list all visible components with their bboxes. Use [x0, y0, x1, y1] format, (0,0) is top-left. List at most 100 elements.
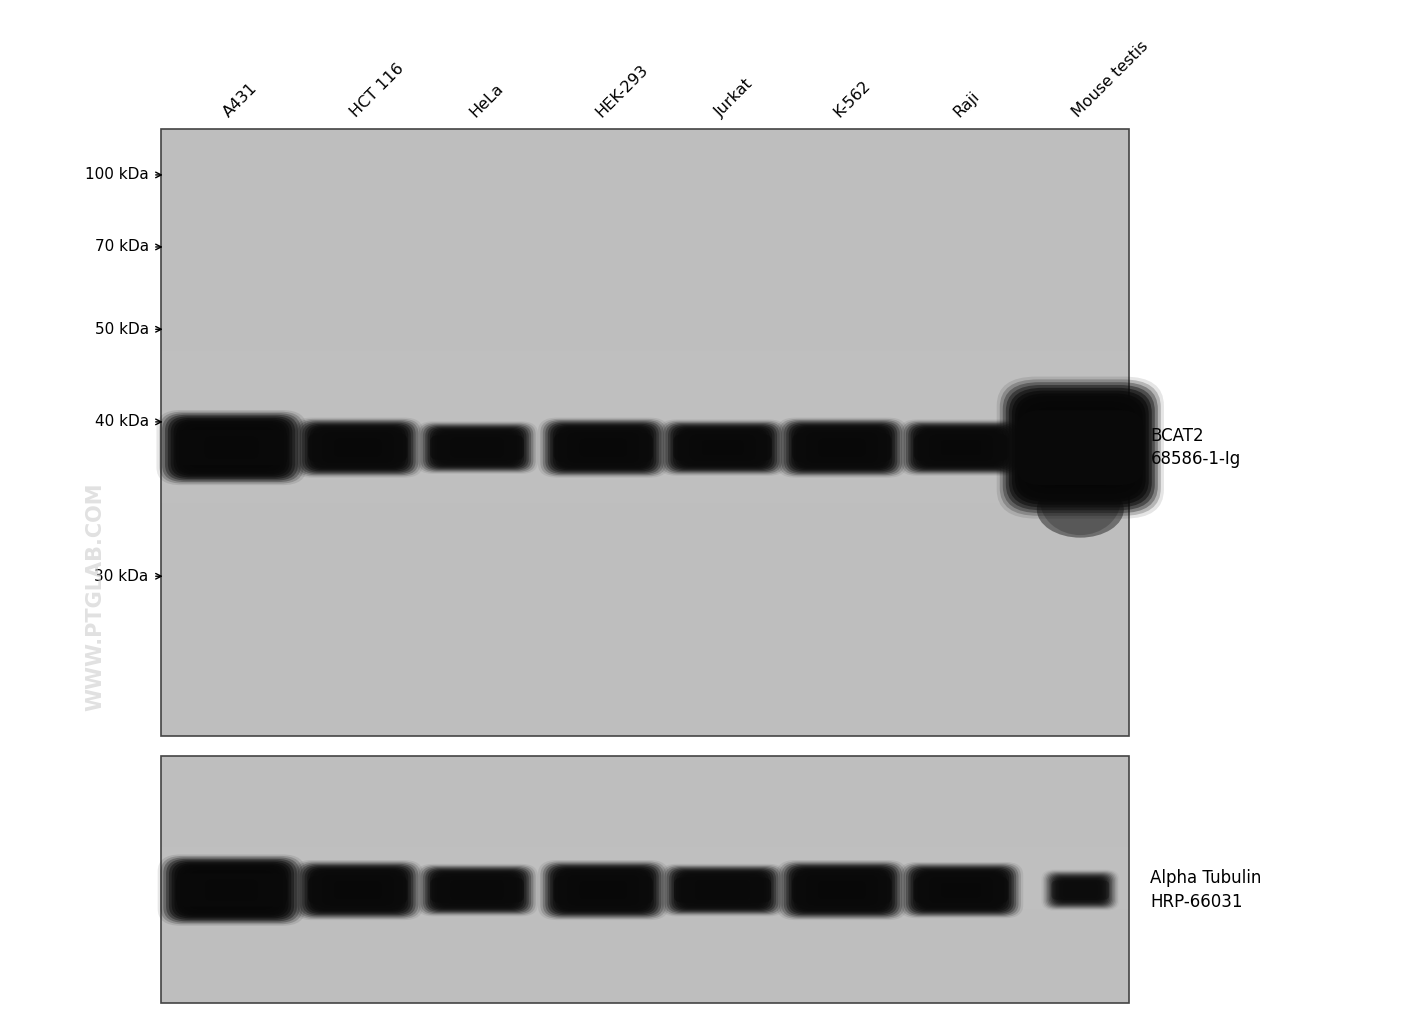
FancyBboxPatch shape [560, 429, 647, 466]
FancyBboxPatch shape [449, 436, 505, 459]
Bar [161, 909, 1129, 913]
FancyBboxPatch shape [565, 431, 641, 464]
Bar [161, 847, 1129, 851]
FancyBboxPatch shape [185, 426, 278, 469]
Bar [161, 946, 1129, 950]
Bar [161, 472, 1129, 483]
Bar [161, 493, 1129, 503]
FancyBboxPatch shape [297, 862, 418, 918]
FancyBboxPatch shape [817, 880, 867, 900]
Bar [161, 962, 1129, 966]
FancyBboxPatch shape [683, 431, 762, 464]
FancyBboxPatch shape [1052, 428, 1108, 467]
Bar [161, 179, 1129, 189]
Bar [161, 696, 1129, 706]
Text: Alpha Tubulin
HRP-66031: Alpha Tubulin HRP-66031 [1150, 870, 1261, 911]
FancyBboxPatch shape [450, 437, 504, 458]
FancyBboxPatch shape [1051, 875, 1110, 906]
FancyBboxPatch shape [700, 883, 745, 897]
FancyBboxPatch shape [932, 879, 991, 901]
Bar [161, 756, 1129, 1003]
FancyBboxPatch shape [781, 420, 902, 475]
FancyBboxPatch shape [292, 418, 424, 477]
FancyBboxPatch shape [1014, 393, 1146, 502]
FancyBboxPatch shape [913, 426, 1009, 469]
FancyBboxPatch shape [333, 437, 383, 458]
Bar [161, 311, 1129, 321]
FancyBboxPatch shape [662, 865, 783, 915]
FancyBboxPatch shape [443, 434, 511, 461]
FancyBboxPatch shape [171, 862, 292, 918]
FancyBboxPatch shape [1030, 407, 1131, 488]
Ellipse shape [1040, 463, 1121, 535]
Bar [161, 453, 1129, 463]
FancyBboxPatch shape [455, 440, 499, 455]
FancyBboxPatch shape [779, 861, 905, 919]
Bar [161, 785, 1129, 789]
FancyBboxPatch shape [906, 423, 1016, 472]
FancyBboxPatch shape [814, 879, 870, 901]
FancyBboxPatch shape [311, 428, 404, 467]
FancyBboxPatch shape [1041, 418, 1120, 477]
FancyBboxPatch shape [579, 881, 627, 899]
FancyBboxPatch shape [421, 866, 533, 914]
Bar [161, 614, 1129, 625]
FancyBboxPatch shape [191, 873, 272, 908]
FancyBboxPatch shape [793, 433, 891, 462]
Bar [161, 685, 1129, 696]
FancyBboxPatch shape [661, 421, 784, 474]
FancyBboxPatch shape [920, 430, 1002, 465]
FancyBboxPatch shape [700, 439, 745, 456]
Bar [161, 240, 1129, 250]
FancyBboxPatch shape [932, 436, 991, 459]
Bar [161, 392, 1129, 401]
FancyBboxPatch shape [311, 871, 404, 910]
FancyBboxPatch shape [334, 881, 382, 899]
Bar [161, 769, 1129, 773]
FancyBboxPatch shape [292, 860, 424, 920]
Bar [161, 999, 1129, 1003]
FancyBboxPatch shape [1006, 385, 1155, 510]
Bar [161, 665, 1129, 675]
FancyBboxPatch shape [323, 432, 393, 463]
FancyBboxPatch shape [1059, 880, 1101, 900]
Text: WWW.PTGLAB.COM: WWW.PTGLAB.COM [86, 483, 105, 711]
Bar [161, 159, 1129, 169]
FancyBboxPatch shape [788, 424, 895, 471]
FancyBboxPatch shape [324, 434, 391, 461]
Bar [161, 533, 1129, 543]
FancyBboxPatch shape [915, 871, 1007, 910]
FancyBboxPatch shape [1042, 871, 1118, 910]
FancyBboxPatch shape [323, 875, 393, 906]
FancyBboxPatch shape [821, 883, 863, 897]
FancyBboxPatch shape [320, 874, 396, 907]
FancyBboxPatch shape [1068, 885, 1093, 895]
FancyBboxPatch shape [934, 880, 988, 900]
FancyBboxPatch shape [439, 875, 515, 906]
Bar [161, 432, 1129, 442]
FancyBboxPatch shape [199, 877, 264, 903]
Bar [161, 942, 1129, 946]
FancyBboxPatch shape [1033, 411, 1128, 485]
FancyBboxPatch shape [673, 871, 772, 910]
FancyBboxPatch shape [937, 881, 985, 899]
FancyBboxPatch shape [546, 863, 661, 917]
Bar [161, 789, 1129, 793]
FancyBboxPatch shape [904, 864, 1019, 916]
Text: 40 kDa: 40 kDa [94, 415, 149, 429]
FancyBboxPatch shape [537, 418, 669, 477]
FancyBboxPatch shape [417, 863, 537, 917]
FancyBboxPatch shape [683, 875, 762, 906]
Bar [161, 966, 1129, 970]
FancyBboxPatch shape [1052, 876, 1108, 904]
FancyBboxPatch shape [295, 419, 421, 476]
FancyBboxPatch shape [317, 873, 398, 908]
FancyBboxPatch shape [1055, 877, 1106, 903]
FancyBboxPatch shape [547, 865, 659, 915]
Bar [161, 574, 1129, 584]
FancyBboxPatch shape [1048, 874, 1113, 907]
Bar [161, 401, 1129, 412]
FancyBboxPatch shape [205, 880, 258, 900]
FancyBboxPatch shape [811, 878, 873, 902]
FancyBboxPatch shape [330, 879, 386, 901]
